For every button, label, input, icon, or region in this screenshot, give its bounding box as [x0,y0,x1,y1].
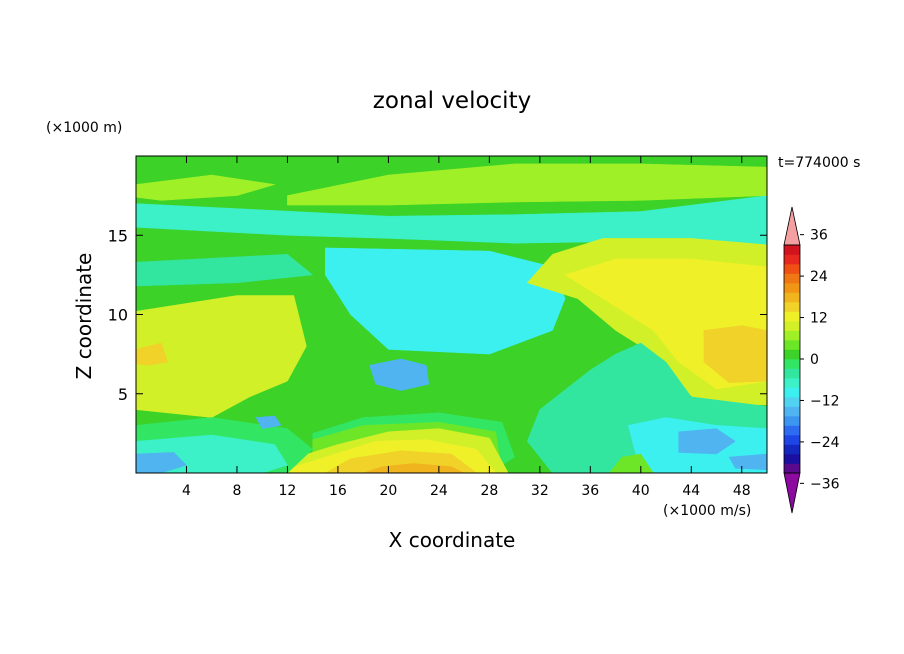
x-tick-label: 8 [232,483,241,499]
colorbar-swatch [784,425,800,436]
colorbar-swatch [784,444,800,455]
colorbar-swatch [784,406,800,417]
x-tick-label: 16 [329,483,347,499]
heatmap-region-23 [255,415,282,429]
colorbar-tick-label: 12 [810,311,828,327]
y-axis: 5 10 15 [108,226,767,404]
heatmap-region-12 [287,163,767,206]
colorbar-swatch [784,340,800,350]
heatmap-region-13 [136,174,275,201]
heatmap-region-7 [136,304,288,398]
colorbar-swatch [784,264,800,274]
x-unit-label: (×1000 m/s) [663,503,752,519]
x-tick-label: 28 [480,483,498,499]
colorbar-tick-label: −12 [810,393,840,409]
heatmap-region-4 [369,358,430,391]
heatmap-region-27 [728,453,767,471]
colorbar-swatch [784,283,800,293]
colorbar-tick-label: 0 [810,352,819,368]
colorbar-swatch [784,245,800,255]
heatmap-field [136,156,767,473]
colorbar-swatch [784,359,800,369]
colorbar-swatch [784,321,800,331]
x-tick-label: 48 [733,483,751,499]
x-axis-label: X coordinate [388,528,516,552]
colorbar-swatch [784,454,800,464]
y-axis-label: Z coordinate [72,252,96,380]
colorbar-swatch [784,292,800,303]
colorbar-under-arrow [783,472,801,514]
heatmap-region-26 [678,428,736,455]
chart-title: zonal velocity [372,88,532,114]
x-tick-label: 20 [379,483,397,499]
x-axis: 4 8 12 16 20 24 28 32 36 40 44 48 [182,156,751,499]
heatmap-region-5 [136,254,314,287]
colorbar: 36 24 12 0 −12 −24 −36 [783,206,840,514]
colorbar-swatch [784,387,800,398]
heatmap-region-3 [362,269,515,323]
x-tick-label: 40 [632,483,650,499]
colorbar-swatch [784,330,800,341]
colorbar-swatch [784,349,800,360]
x-tick-label: 44 [682,483,700,499]
colorbar-tick-label: −24 [810,435,840,451]
heatmap-region-11 [703,325,767,383]
x-tick-label: 32 [531,483,549,499]
colorbar-swatch [784,416,800,426]
x-tick-label: 36 [581,483,599,499]
colorbar-tick-label: −36 [810,476,840,492]
colorbar-swatch [784,302,800,312]
heatmap-region-22 [136,452,187,473]
x-tick-label: 24 [430,483,448,499]
y-tick-label: 15 [108,226,128,245]
colorbar-swatch [784,311,800,322]
colorbar-swatch [784,273,800,284]
colorbar-swatch [784,463,800,474]
x-tick-label: 12 [279,483,297,499]
colorbar-swatch [784,397,800,407]
colorbar-swatch [784,254,800,265]
colorbar-over-arrow [783,206,801,246]
time-label: t=774000 s [778,155,861,171]
heatmap-region-8 [136,342,168,366]
x-tick-label: 4 [182,483,191,499]
colorbar-swatch [784,378,800,388]
y-unit-label: (×1000 m) [46,120,123,136]
y-tick-label: 10 [108,306,128,325]
y-tick-label: 5 [118,385,128,404]
colorbar-swatch [784,368,800,379]
colorbar-tick-label: 24 [810,269,828,285]
colorbar-tick-label: 36 [810,228,828,244]
heatmap-region-28 [608,453,654,473]
colorbar-swatch [784,435,800,445]
